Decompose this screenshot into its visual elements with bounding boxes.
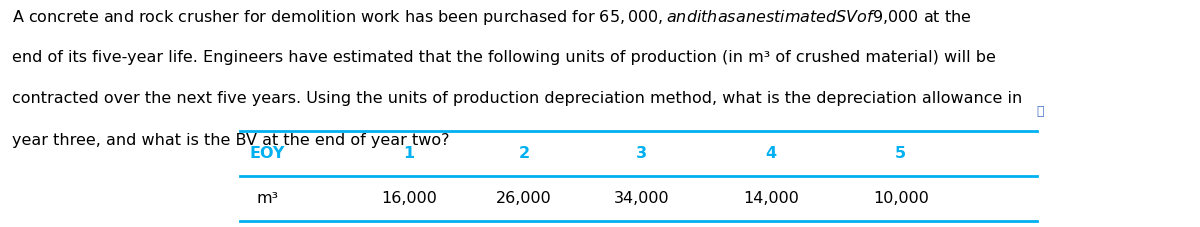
Text: m³: m³ — [256, 191, 278, 206]
Text: A concrete and rock crusher for demolition work has been purchased for $65,000, : A concrete and rock crusher for demoliti… — [12, 8, 972, 27]
Text: ⎙: ⎙ — [1037, 105, 1044, 118]
Text: 3: 3 — [636, 146, 647, 161]
Text: EOY: EOY — [250, 146, 284, 161]
Text: 2: 2 — [518, 146, 529, 161]
Text: end of its five-year life. Engineers have estimated that the following units of : end of its five-year life. Engineers hav… — [12, 49, 996, 65]
Text: 16,000: 16,000 — [382, 191, 437, 206]
Text: 10,000: 10,000 — [872, 191, 929, 206]
Text: year three, and what is the BV at the end of year two?: year three, and what is the BV at the en… — [12, 133, 450, 148]
Text: contracted over the next five years. Using the units of production depreciation : contracted over the next five years. Usi… — [12, 91, 1022, 106]
Text: 26,000: 26,000 — [497, 191, 552, 206]
Text: 4: 4 — [766, 146, 776, 161]
Text: 1: 1 — [403, 146, 414, 161]
Text: 14,000: 14,000 — [743, 191, 799, 206]
Text: 5: 5 — [895, 146, 906, 161]
Text: 34,000: 34,000 — [614, 191, 670, 206]
